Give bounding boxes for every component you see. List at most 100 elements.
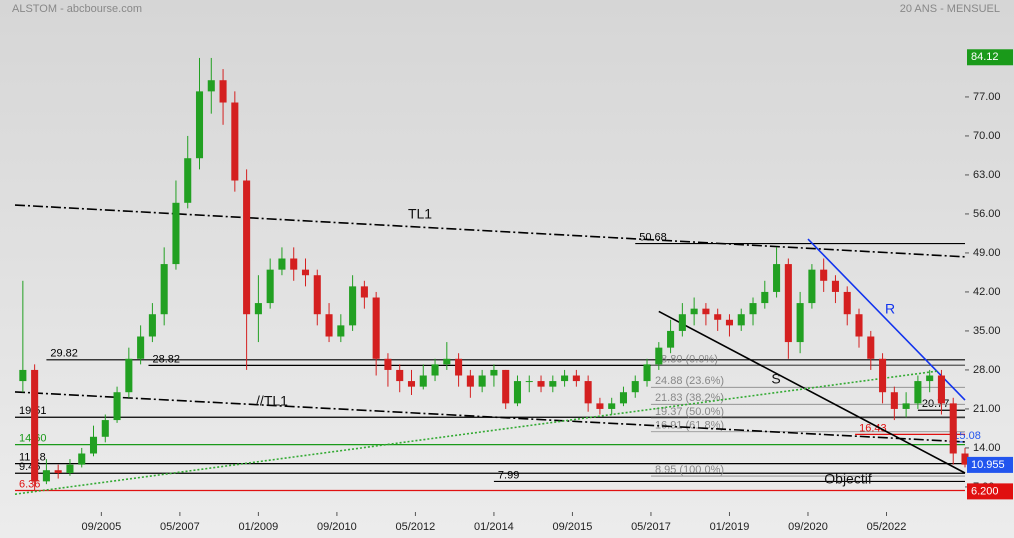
price-tag-label: 10.955	[971, 459, 1005, 471]
trendline	[658, 310, 966, 474]
candle-body	[266, 269, 274, 304]
candle-body	[78, 453, 86, 465]
candle-body	[384, 358, 392, 370]
y-tick-label: 14.00	[973, 442, 1001, 454]
candle-body	[113, 392, 121, 421]
header-left: ALSTOM - abcbourse.com	[12, 3, 142, 15]
candle-body	[278, 258, 286, 270]
candle-body	[254, 303, 262, 315]
candle-body	[926, 375, 934, 382]
candle-body	[101, 420, 109, 437]
candle-body	[231, 102, 239, 181]
candle-body	[702, 308, 710, 315]
candle-body	[513, 381, 522, 404]
candle-body	[125, 358, 133, 393]
candle-body	[160, 264, 168, 315]
candle-body	[725, 319, 733, 326]
x-tick-label: 01/2019	[710, 521, 750, 533]
candle-body	[301, 269, 310, 276]
candle-body	[549, 381, 557, 387]
x-tick-label: 01/2014	[474, 521, 514, 533]
header-right: 20 ANS - MENSUEL	[900, 3, 1000, 15]
level-label: 28.80 (0.0%)	[655, 353, 718, 365]
candle-body	[619, 392, 628, 404]
candle-body	[19, 369, 27, 382]
price-tag	[967, 456, 1013, 473]
candle-body	[749, 303, 757, 315]
candle-body	[937, 375, 945, 404]
candle-body	[184, 158, 192, 203]
candle-body	[831, 280, 839, 292]
candle-body	[961, 453, 969, 465]
candle-body	[631, 381, 639, 393]
x-tick-label: 05/2022	[867, 521, 907, 533]
level-label: 7.99	[498, 469, 519, 481]
level-label: 8.95 (100.0%)	[655, 464, 724, 476]
level-label: 24.88 (23.6%)	[655, 375, 724, 387]
y-tick-label: 56.00	[973, 208, 1001, 220]
candle-body	[843, 291, 851, 315]
y-tick-label: 70.00	[973, 130, 1001, 142]
x-tick-label: 09/2020	[788, 521, 828, 533]
x-tick-label: 09/2010	[317, 521, 357, 533]
candle-body	[608, 403, 616, 409]
candle-body	[66, 464, 74, 474]
candle-body	[737, 314, 745, 326]
candle-body	[537, 381, 545, 387]
candle-body	[879, 358, 887, 393]
candle-body	[207, 80, 215, 92]
candle-body	[478, 375, 486, 387]
candle-body	[867, 336, 875, 359]
candle-body	[490, 369, 498, 376]
candle-body	[243, 180, 251, 315]
candle-body	[349, 286, 357, 326]
candle-body	[796, 303, 804, 343]
candle-body	[360, 286, 368, 298]
level-label: 15.08	[953, 430, 981, 442]
y-tick-label: 28.00	[973, 364, 1001, 376]
candle-body	[572, 375, 580, 382]
candle-body	[761, 291, 769, 304]
candle-body	[137, 336, 145, 359]
candle-body	[89, 436, 98, 454]
level-label: 21.83 (38.2%)	[655, 392, 724, 404]
candle-body	[31, 369, 39, 482]
candle-body	[820, 269, 828, 281]
y-tick-label: 63.00	[973, 169, 1001, 181]
trendline-label: S	[771, 371, 780, 387]
candle-body	[313, 275, 321, 315]
level-label: 16.43	[859, 422, 887, 434]
candle-body	[372, 297, 380, 359]
y-tick-label: 35.00	[973, 325, 1001, 337]
candle-body	[172, 202, 180, 265]
candle-body	[148, 314, 156, 337]
trendline-label: TL1	[408, 206, 432, 222]
candle-body	[431, 364, 439, 376]
y-tick-label: 21.00	[973, 403, 1001, 415]
candle-body	[561, 375, 569, 382]
candle-body	[42, 470, 50, 482]
trendline	[14, 370, 938, 495]
candle-body	[890, 392, 898, 409]
candle-body	[195, 91, 204, 159]
price-tag	[967, 49, 1013, 66]
x-tick-label: 09/2005	[81, 521, 121, 533]
candle-body	[855, 314, 863, 337]
level-label: 50.68	[639, 231, 667, 243]
candle-body	[407, 381, 416, 387]
candle-body	[714, 314, 722, 320]
price-tag	[967, 483, 1013, 500]
level-label: 28.82	[152, 353, 180, 365]
candle-body	[337, 325, 345, 337]
candle-body	[808, 269, 816, 304]
candle-body	[584, 381, 592, 404]
x-tick-label: 09/2015	[553, 521, 593, 533]
trendline-label: R	[885, 301, 895, 317]
candle-body	[455, 358, 463, 376]
candle-body	[419, 375, 427, 387]
level-label: 19.37 (50.0%)	[655, 406, 724, 418]
candle-body	[466, 375, 474, 387]
candle-body	[290, 258, 298, 270]
x-tick-label: 01/2009	[239, 521, 279, 533]
